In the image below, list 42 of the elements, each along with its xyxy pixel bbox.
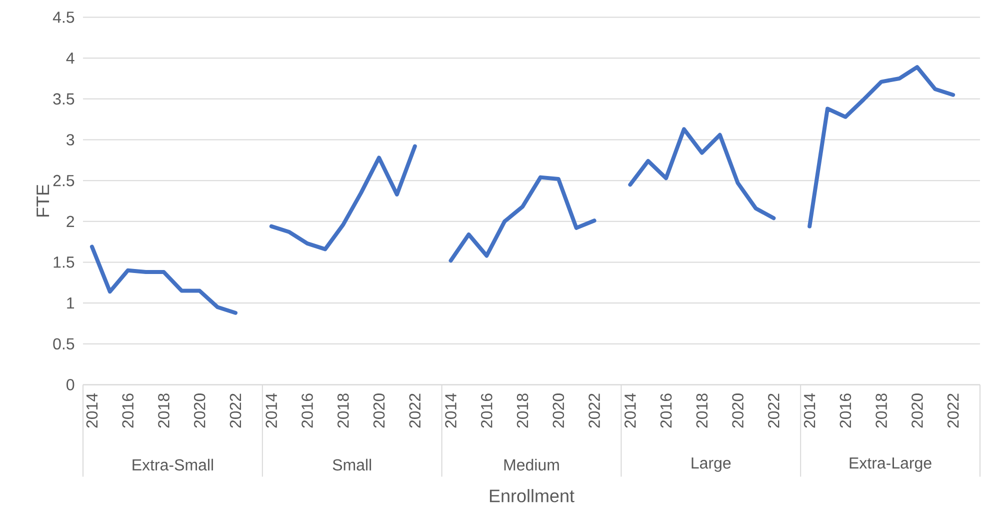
x-tick-label: 2022 — [947, 394, 959, 428]
x-tick-label: 2018 — [876, 394, 887, 428]
x-tick-label: 2016 — [840, 394, 852, 428]
x-tick-label: 2016 — [122, 394, 134, 428]
y-tick-label: 0.5 — [53, 338, 74, 350]
x-tick-label: 2022 — [768, 394, 780, 428]
y-tick-label: 0 — [66, 379, 74, 390]
x-axis-title: Enrollment — [490, 489, 574, 502]
y-tick-label: 4 — [66, 52, 74, 64]
x-tick-label: 2014 — [624, 393, 636, 428]
x-tick-label: 2020 — [373, 394, 385, 428]
text: Small — [332, 458, 372, 471]
text: Large — [692, 458, 731, 472]
y-tick-label: 2 — [66, 216, 74, 227]
x-tick-label: 2020 — [732, 394, 744, 428]
x-tick-label: 2014 — [86, 393, 98, 428]
x-tick-label: 2016 — [480, 394, 492, 428]
text: Medium — [504, 458, 559, 471]
x-tick-label: 2014 — [445, 393, 456, 428]
x-tick-label: 2014 — [266, 393, 278, 428]
x-tick-label: 2018 — [516, 394, 528, 428]
y-tick-label: 1 — [67, 298, 74, 309]
y-tick-label: 1.5 — [54, 256, 74, 268]
x-tick-label: 2018 — [696, 394, 708, 428]
y-tick-label: 4.5 — [52, 12, 74, 23]
x-tick-label: 2020 — [552, 394, 564, 428]
text: Extra-Small — [132, 458, 213, 471]
y-tick-label: 2.5 — [53, 174, 74, 186]
x-tick-label: 2022 — [409, 394, 421, 428]
x-tick-label: 2020 — [912, 394, 923, 428]
x-tick-label: 2018 — [158, 394, 170, 428]
x-tick-label: 2016 — [660, 394, 672, 428]
x-tick-label: 2022 — [230, 394, 242, 428]
x-tick-label: 2018 — [337, 394, 349, 428]
x-tick-label: 2016 — [302, 394, 313, 428]
y-tick-label: 3 — [66, 134, 74, 146]
y-axis-title: FTE — [36, 184, 50, 217]
x-tick-label: 2022 — [588, 394, 600, 428]
text: Extra-Large — [850, 458, 932, 472]
x-tick-label: 2014 — [804, 393, 816, 428]
y-tick-label: 3.5 — [53, 93, 74, 105]
x-tick-label: 2020 — [194, 394, 206, 428]
